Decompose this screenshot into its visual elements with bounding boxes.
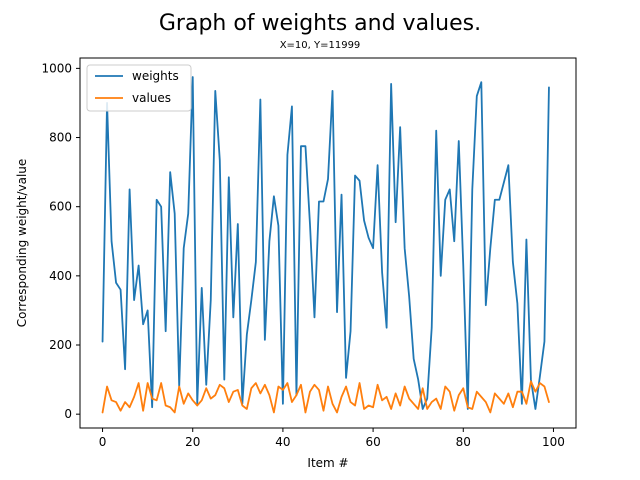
x-axis-label: Item # [307, 456, 348, 470]
plot-frame [79, 57, 577, 429]
chart-title: Graph of weights and values. [159, 11, 481, 36]
y-tick-label: 200 [49, 338, 72, 352]
x-tick-label: 100 [542, 435, 565, 449]
x-tick-label: 40 [275, 435, 290, 449]
x-tick-label: 20 [185, 435, 200, 449]
legend-label-values: values [132, 91, 171, 105]
y-axis-label: Corresponding weight/value [15, 159, 29, 328]
x-tick-label: 80 [456, 435, 471, 449]
x-tick-label: 60 [365, 435, 380, 449]
y-tick-label: 800 [49, 131, 72, 145]
y-tick-label: 1000 [41, 61, 72, 75]
series-line-weights [101, 76, 550, 410]
legend: weights values [86, 64, 192, 112]
series-layer [101, 76, 550, 414]
series-line-values [101, 380, 550, 414]
y-tick-label: 0 [64, 407, 72, 421]
plot-area [80, 58, 576, 428]
x-tick-label: 0 [99, 435, 107, 449]
y-tick-label: 400 [49, 269, 72, 283]
legend-label-weights: weights [132, 69, 179, 83]
chart-subtitle: X=10, Y=11999 [280, 40, 361, 51]
y-tick-label: 600 [49, 200, 72, 214]
